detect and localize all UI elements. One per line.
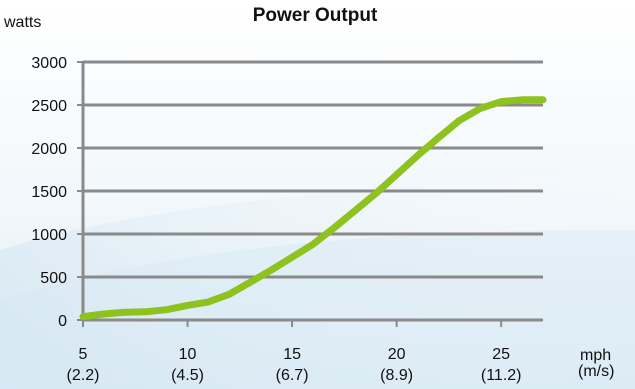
y-tick-label-1000: 1000 bbox=[31, 227, 67, 244]
x-tick-sublabel-10: (4.5) bbox=[171, 367, 204, 384]
x-tick-label-15: 15 bbox=[283, 346, 301, 363]
x-tick-label-20: 20 bbox=[388, 346, 406, 363]
y-tick-label-500: 500 bbox=[40, 270, 67, 287]
background-swoosh bbox=[0, 170, 635, 389]
axes: 0 500 1000 1500 2000 2500 3000 5 (2.2) 10 (4.5) 15 (… bbox=[31, 55, 543, 384]
y-tick-label-2500: 2500 bbox=[31, 98, 67, 115]
y-axis-label: watts bbox=[3, 14, 41, 31]
y-tick-label-2000: 2000 bbox=[31, 141, 67, 158]
x-tick-label-25: 25 bbox=[492, 346, 510, 363]
x-tick-label-5: 5 bbox=[79, 346, 88, 363]
y-tick-label-1500: 1500 bbox=[31, 184, 67, 201]
y-tick-label-0: 0 bbox=[58, 313, 67, 330]
series-layer bbox=[79, 96, 547, 321]
x-tick-sublabel-20: (8.9) bbox=[380, 367, 413, 384]
y-tick-label-3000: 3000 bbox=[31, 55, 67, 72]
x-tick-sublabel-15: (6.7) bbox=[276, 367, 309, 384]
x-tick-sublabel-25: (11.2) bbox=[481, 367, 522, 384]
background-swoosh-lower bbox=[0, 230, 635, 389]
x-tick-label-10: 10 bbox=[179, 346, 197, 363]
series-line-0 bbox=[79, 96, 547, 321]
x-tick-sublabel-5: (2.2) bbox=[67, 367, 100, 384]
chart-title: Power Output bbox=[253, 5, 378, 26]
gridlines bbox=[83, 60, 543, 279]
x-axis-label: mph bbox=[580, 347, 611, 364]
x-axis-sublabel: (m/s) bbox=[578, 363, 614, 380]
